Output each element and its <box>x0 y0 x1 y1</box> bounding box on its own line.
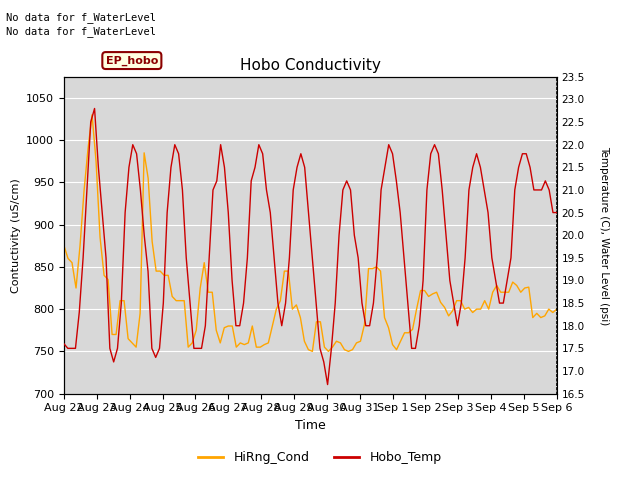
Text: EP_hobo: EP_hobo <box>106 55 158 66</box>
Text: No data for f_WaterLevel: No data for f_WaterLevel <box>6 26 156 37</box>
Title: Hobo Conductivity: Hobo Conductivity <box>240 58 381 73</box>
Y-axis label: Temperature (C), Water Level (psi): Temperature (C), Water Level (psi) <box>599 145 609 325</box>
X-axis label: Time: Time <box>295 419 326 432</box>
Y-axis label: Contuctivity (uS/cm): Contuctivity (uS/cm) <box>11 178 20 293</box>
Text: No data for f_WaterLevel: No data for f_WaterLevel <box>6 12 156 23</box>
Legend: HiRng_Cond, Hobo_Temp: HiRng_Cond, Hobo_Temp <box>193 446 447 469</box>
